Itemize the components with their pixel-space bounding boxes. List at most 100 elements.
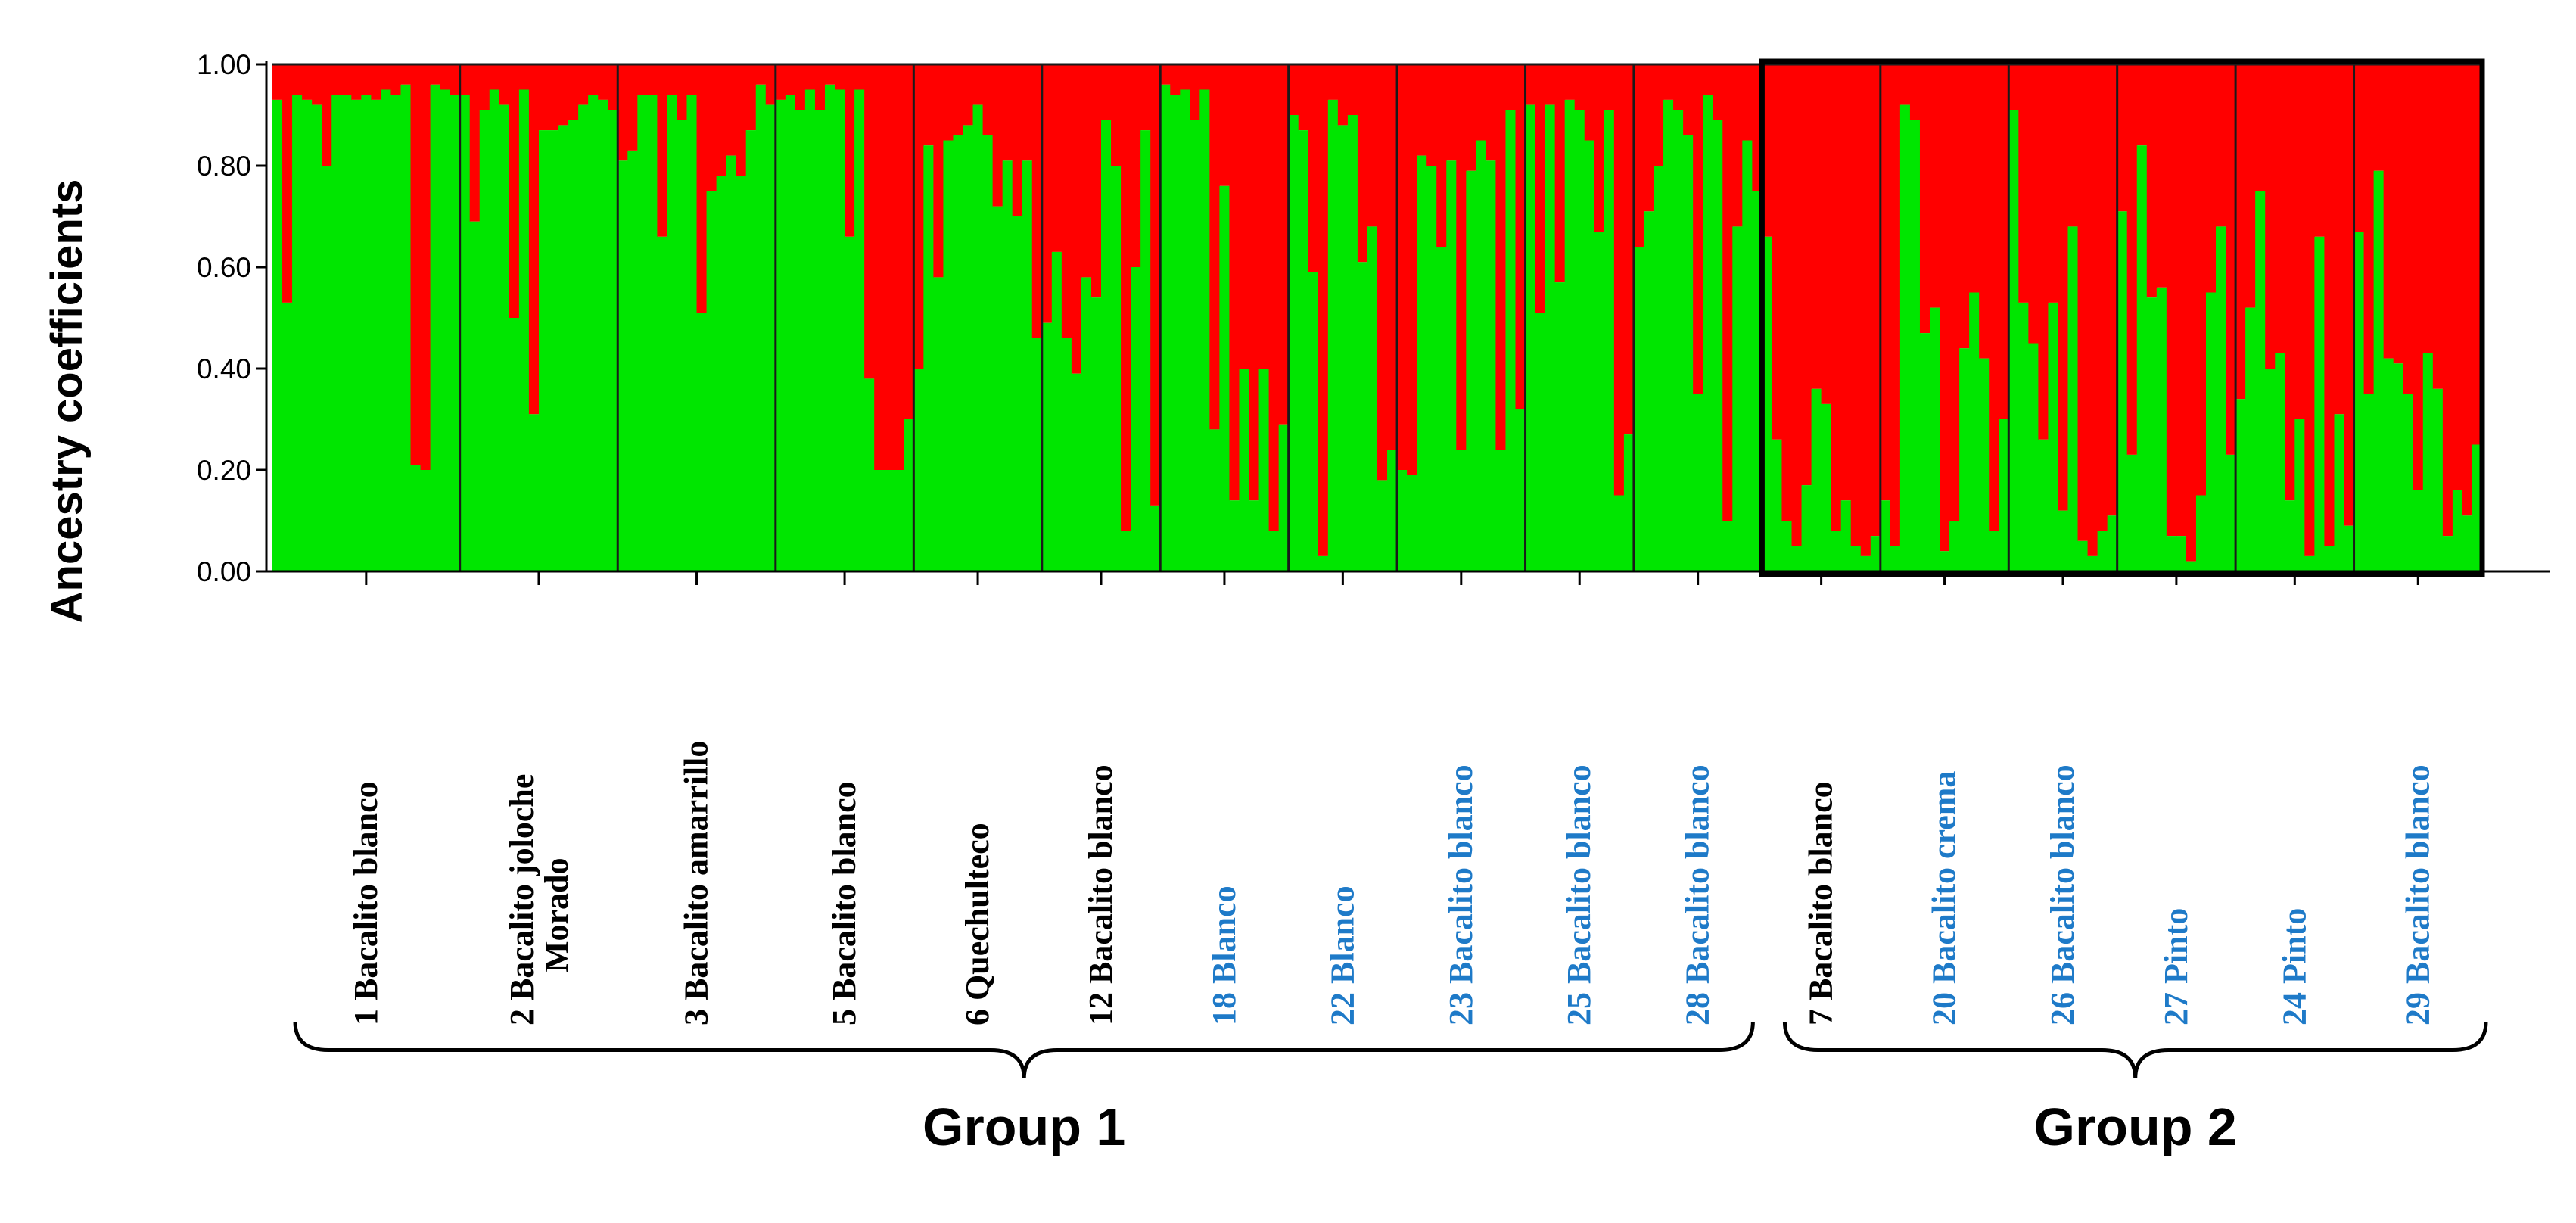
ancestry-bar-cluster1 bbox=[1831, 531, 1842, 571]
ancestry-bar-cluster1 bbox=[1249, 500, 1260, 571]
ancestry-bar-cluster2 bbox=[1190, 64, 1200, 120]
ancestry-bar-cluster2 bbox=[302, 64, 313, 100]
ancestry-bar-cluster2 bbox=[1899, 64, 1911, 105]
ancestry-bar-cluster2 bbox=[1703, 64, 1713, 95]
ancestry-bar-cluster1 bbox=[1613, 495, 1625, 571]
ancestry-bar-cluster1 bbox=[2107, 515, 2118, 571]
ancestry-bar-cluster1 bbox=[1090, 297, 1102, 571]
ancestry-bar-cluster1 bbox=[1860, 555, 1871, 571]
ancestry-bar-cluster1 bbox=[2216, 226, 2226, 571]
ancestry-bar-cluster2 bbox=[1870, 64, 1881, 537]
ancestry-bar-cluster1 bbox=[736, 176, 747, 571]
ancestry-bar-cluster1 bbox=[1041, 322, 1053, 571]
ancestry-bar-cluster1 bbox=[312, 104, 322, 572]
ancestry-bar-cluster2 bbox=[2403, 64, 2414, 394]
ancestry-bar-cluster2 bbox=[598, 64, 608, 100]
ancestry-bar-cluster1 bbox=[1377, 480, 1388, 571]
ancestry-bar-cluster2 bbox=[1564, 64, 1576, 100]
ancestry-bar-cluster2 bbox=[450, 64, 461, 95]
ancestry-bar-cluster2 bbox=[1989, 64, 1999, 531]
ancestry-bar-cluster2 bbox=[2363, 64, 2375, 394]
ancestry-bar-cluster2 bbox=[1604, 64, 1615, 110]
ancestry-bar-cluster2 bbox=[2294, 64, 2305, 419]
ancestry-bar-cluster2 bbox=[1022, 64, 1033, 161]
ancestry-bar-cluster2 bbox=[2235, 64, 2246, 400]
ancestry-bar-cluster1 bbox=[1940, 551, 1950, 571]
ancestry-bar-cluster2 bbox=[1840, 64, 1852, 501]
ancestry-bar-cluster1 bbox=[1486, 160, 1497, 572]
ancestry-bar-cluster2 bbox=[1417, 64, 1427, 156]
ancestry-bar-cluster2 bbox=[608, 64, 618, 110]
ancestry-bar-cluster2 bbox=[331, 64, 342, 95]
ancestry-bar-cluster1 bbox=[1545, 104, 1556, 572]
population-label-line: Morado bbox=[538, 857, 575, 972]
ancestry-bar-cluster2 bbox=[2107, 64, 2118, 516]
ancestry-bar-cluster1 bbox=[1131, 267, 1141, 571]
ancestry-bar-cluster2 bbox=[528, 64, 540, 415]
ancestry-bar-cluster2 bbox=[1199, 64, 1210, 90]
ancestry-bar-cluster2 bbox=[1890, 64, 1901, 546]
ancestry-bar-cluster2 bbox=[2038, 64, 2049, 440]
ancestry-bar-cluster1 bbox=[1801, 485, 1812, 571]
ancestry-bar-cluster2 bbox=[854, 64, 865, 90]
ancestry-bar-cluster1 bbox=[1554, 282, 1566, 571]
ancestry-bar-cluster1 bbox=[1407, 475, 1417, 571]
ancestry-bar-cluster1 bbox=[2097, 531, 2108, 571]
ancestry-bar-cluster2 bbox=[2413, 64, 2424, 490]
ancestry-bar-cluster1 bbox=[1673, 110, 1684, 572]
ancestry-bar-cluster1 bbox=[361, 95, 372, 571]
ancestry-bar-cluster1 bbox=[1308, 272, 1319, 571]
ancestry-bar-cluster2 bbox=[351, 64, 362, 100]
ancestry-bar-cluster2 bbox=[1772, 64, 1783, 440]
ancestry-bar-cluster2 bbox=[706, 64, 717, 191]
ancestry-bar-cluster1 bbox=[1121, 531, 1131, 571]
ancestry-bar-cluster1 bbox=[1318, 555, 1329, 571]
ancestry-bar-cluster2 bbox=[1229, 64, 1240, 501]
ancestry-bar-cluster1 bbox=[1899, 104, 1911, 572]
ancestry-bar-cluster1 bbox=[706, 191, 717, 571]
ancestry-bar-cluster2 bbox=[1969, 64, 1980, 293]
ancestry-bar-cluster2 bbox=[1219, 64, 1230, 186]
ancestry-bar-cluster1 bbox=[499, 104, 510, 572]
population-label: 18 Blanco bbox=[1206, 885, 1243, 1025]
ancestry-bar-cluster2 bbox=[2087, 64, 2098, 556]
ancestry-bar-cluster2 bbox=[2166, 64, 2177, 537]
ancestry-bar-cluster1 bbox=[745, 130, 757, 572]
ancestry-bar-cluster2 bbox=[1367, 64, 1378, 227]
ancestry-bar-cluster1 bbox=[618, 160, 628, 572]
ancestry-bar-cluster1 bbox=[2156, 287, 2167, 571]
ancestry-bar-cluster1 bbox=[1209, 429, 1221, 571]
ancestry-bar-cluster1 bbox=[1959, 348, 1970, 571]
ancestry-bar-cluster2 bbox=[1643, 64, 1654, 212]
ancestry-bar-cluster1 bbox=[410, 465, 422, 571]
y-tick-label: 0.40 bbox=[197, 353, 251, 384]
ancestry-bar-cluster1 bbox=[598, 99, 608, 571]
ancestry-bar-cluster1 bbox=[608, 110, 618, 572]
ancestry-bar-cluster2 bbox=[2452, 64, 2463, 490]
ancestry-bar-cluster1 bbox=[2136, 145, 2148, 571]
ancestry-bar-cluster1 bbox=[2235, 399, 2246, 571]
ancestry-bar-cluster1 bbox=[2383, 358, 2394, 571]
ancestry-bar-cluster1 bbox=[716, 176, 727, 571]
ancestry-bar-cluster2 bbox=[371, 64, 381, 100]
ancestry-bar-cluster1 bbox=[2038, 439, 2049, 571]
ancestry-bar-cluster2 bbox=[814, 64, 826, 110]
ancestry-bar-cluster1 bbox=[1703, 95, 1713, 571]
ancestry-bar-cluster2 bbox=[1278, 64, 1290, 425]
ancestry-bar-cluster1 bbox=[2344, 525, 2355, 571]
ancestry-bar-cluster1 bbox=[549, 130, 559, 572]
ancestry-bar-cluster2 bbox=[272, 64, 283, 100]
ancestry-bar-cluster2 bbox=[1940, 64, 1950, 552]
ancestry-bar-cluster1 bbox=[1850, 546, 1862, 571]
ancestry-bar-cluster1 bbox=[2126, 454, 2138, 571]
ancestry-bar-cluster1 bbox=[2422, 353, 2434, 571]
ancestry-bar-cluster1 bbox=[1061, 338, 1072, 571]
ancestry-bar-cluster2 bbox=[1781, 64, 1793, 521]
y-axis-title: Ancestry coefficients bbox=[42, 179, 92, 624]
ancestry-bar-cluster2 bbox=[489, 64, 500, 90]
ancestry-bar-cluster1 bbox=[351, 99, 362, 571]
ancestry-bar-cluster2 bbox=[2432, 64, 2444, 389]
ancestry-bar-cluster2 bbox=[282, 64, 293, 303]
ancestry-bar-cluster2 bbox=[1407, 64, 1417, 475]
ancestry-bar-cluster2 bbox=[2462, 64, 2473, 516]
